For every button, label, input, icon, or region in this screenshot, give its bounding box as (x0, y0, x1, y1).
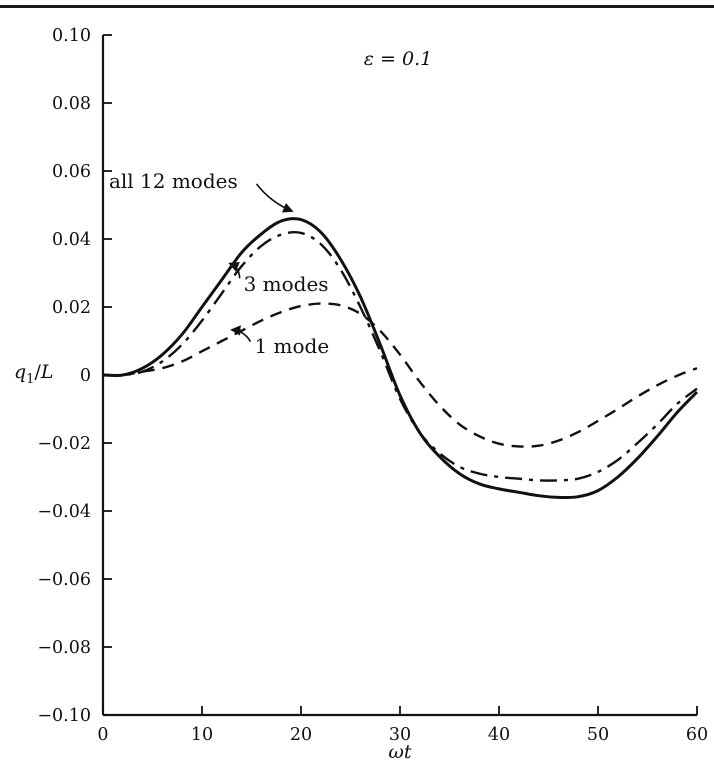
y-tick-label: −0.06 (37, 570, 91, 590)
x-tick-label: 10 (191, 725, 213, 745)
y-tick-label: −0.10 (37, 706, 91, 726)
curve-label: all 12 modes (109, 169, 238, 193)
x-tick-label: 20 (290, 725, 312, 745)
curve-label: 1 mode (254, 334, 329, 358)
page-top-rule (0, 5, 714, 8)
y-tick-label: 0.04 (52, 230, 91, 250)
x-tick-label: 60 (686, 725, 708, 745)
y-axis-label-subscript: 1 (26, 371, 35, 387)
series-3-modes (102, 230, 698, 482)
curve-label-arrow (228, 262, 241, 279)
y-axis-label: q1/L (14, 361, 53, 387)
y-tick-label: 0.10 (52, 26, 91, 46)
x-tick-label: 0 (97, 725, 108, 745)
y-axis-label-symbol: q (14, 361, 27, 383)
curve-label-arrow (230, 325, 252, 343)
x-axis-label: ωt (388, 741, 412, 763)
curve-label: 3 modes (244, 272, 329, 296)
x-tick-label: 50 (587, 725, 609, 745)
x-tick-label: 40 (488, 725, 510, 745)
y-tick-label: 0.02 (52, 298, 91, 318)
y-tick-label: 0 (80, 366, 91, 386)
y-tick-label: 0.08 (52, 94, 91, 114)
y-axis-label-denominator: L (40, 361, 54, 383)
y-tick-label: −0.04 (37, 502, 91, 522)
series-all-12-modes (102, 217, 699, 500)
y-tick-label: 0.06 (52, 162, 91, 182)
x-tick-label: 30 (389, 725, 411, 745)
series-1-mode (102, 302, 698, 448)
y-tick-label: −0.02 (37, 434, 91, 454)
epsilon-annotation: ε = 0.1 (363, 48, 433, 70)
curve-label-arrow (255, 183, 294, 213)
y-tick-label: −0.08 (37, 638, 91, 658)
y-axis-label-separator: / (34, 361, 41, 383)
